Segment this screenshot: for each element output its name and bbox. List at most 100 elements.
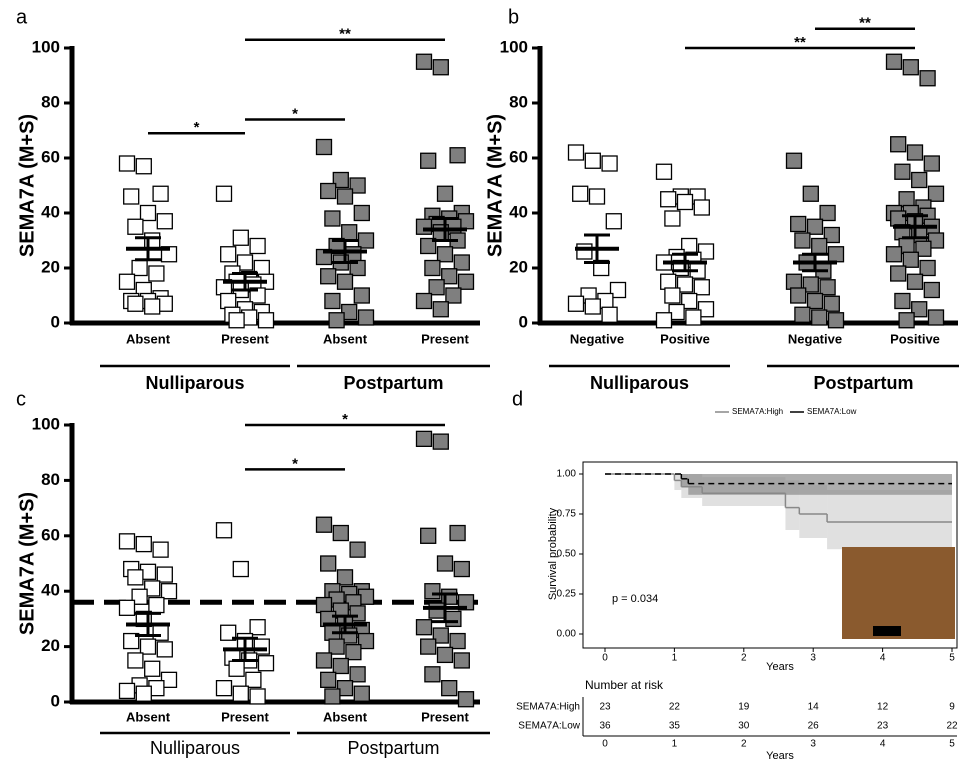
data-point <box>324 292 341 310</box>
data-point <box>215 522 233 539</box>
y-tick-label: 80 <box>509 92 528 111</box>
risk-x-tick-label: 4 <box>880 739 886 750</box>
data-point <box>353 287 370 304</box>
data-point <box>697 301 715 318</box>
data-point <box>915 240 932 257</box>
data-point <box>332 657 349 675</box>
data-point <box>453 560 470 578</box>
data-point <box>349 259 366 277</box>
x-axis-label: Years <box>766 661 794 673</box>
data-point <box>927 185 945 202</box>
significance-label: ** <box>859 15 871 32</box>
data-point <box>220 246 237 263</box>
data-point <box>357 232 375 249</box>
data-point <box>436 246 454 263</box>
data-point <box>349 177 366 194</box>
data-point <box>357 632 375 650</box>
x-tick-label: 4 <box>880 653 886 664</box>
risk-count: 19 <box>738 702 750 713</box>
data-point <box>420 638 437 655</box>
data-point <box>127 652 144 669</box>
data-point <box>257 655 275 672</box>
data-point <box>693 279 710 296</box>
data-point <box>160 583 178 600</box>
data-point <box>453 652 470 669</box>
data-point <box>794 306 811 323</box>
data-point <box>593 259 610 277</box>
data-point <box>449 147 466 164</box>
legend-label: SEMA7A:Low <box>807 407 857 416</box>
risk-x-tick-label: 2 <box>741 739 747 750</box>
data-point <box>885 246 903 263</box>
data-point <box>315 652 333 669</box>
y-tick-label: 0.50 <box>557 549 577 560</box>
data-point <box>345 643 362 661</box>
data-point <box>681 292 698 310</box>
data-point <box>445 287 462 304</box>
confidence-band <box>681 474 689 487</box>
data-point <box>693 199 710 216</box>
panel-letter: d <box>512 388 523 410</box>
data-point <box>823 226 840 244</box>
data-point <box>785 152 803 169</box>
data-point <box>660 191 677 208</box>
risk-row-name: SEMA7A:Low <box>518 721 580 732</box>
data-point <box>806 292 824 310</box>
data-point <box>432 301 449 318</box>
y-tick-label: 0 <box>51 691 60 710</box>
data-point <box>827 312 845 329</box>
data-point <box>819 204 836 222</box>
data-point <box>885 53 903 70</box>
data-point <box>135 685 152 702</box>
data-point <box>572 185 589 202</box>
data-point <box>441 680 458 697</box>
data-point <box>457 691 475 708</box>
data-point <box>902 59 919 76</box>
y-tick-label: 0.00 <box>557 629 577 640</box>
data-point <box>127 295 144 312</box>
data-point <box>127 569 144 586</box>
data-point <box>441 268 458 285</box>
data-point <box>220 624 237 641</box>
data-point <box>148 596 165 614</box>
group-label: Nulliparous <box>590 373 689 393</box>
data-point <box>428 602 445 619</box>
confidence-band <box>688 474 952 495</box>
data-point <box>152 624 169 641</box>
data-point <box>919 259 936 277</box>
data-point <box>131 588 148 605</box>
y-tick-label: 60 <box>41 525 60 544</box>
x-tick-label: 3 <box>810 653 816 664</box>
data-point <box>420 237 437 255</box>
data-point <box>156 213 173 230</box>
data-point <box>144 660 161 677</box>
x-tick-label: Present <box>421 709 469 724</box>
data-point <box>228 312 245 329</box>
y-tick-label: 0 <box>519 312 528 331</box>
group-label: Nulliparous <box>150 738 240 758</box>
data-point <box>919 70 936 87</box>
data-point <box>806 218 824 235</box>
y-tick-label: 20 <box>509 257 528 276</box>
data-point <box>453 254 470 271</box>
data-point <box>660 273 677 290</box>
data-point <box>424 259 441 277</box>
data-point <box>215 680 233 697</box>
y-tick-label: 40 <box>509 202 528 221</box>
data-point <box>449 632 466 650</box>
data-point <box>811 309 828 326</box>
risk-count: 26 <box>808 721 820 732</box>
data-point <box>315 516 333 533</box>
data-point <box>118 155 136 172</box>
y-tick-label: 20 <box>41 257 60 276</box>
data-point <box>320 268 337 285</box>
x-tick-label: Negative <box>788 331 842 346</box>
data-point <box>349 666 366 683</box>
significance-label: ** <box>339 26 351 43</box>
data-point <box>432 627 449 644</box>
data-point <box>827 246 845 263</box>
data-point <box>424 583 441 600</box>
data-point <box>685 309 702 326</box>
data-point <box>823 295 840 312</box>
data-point <box>601 155 618 172</box>
